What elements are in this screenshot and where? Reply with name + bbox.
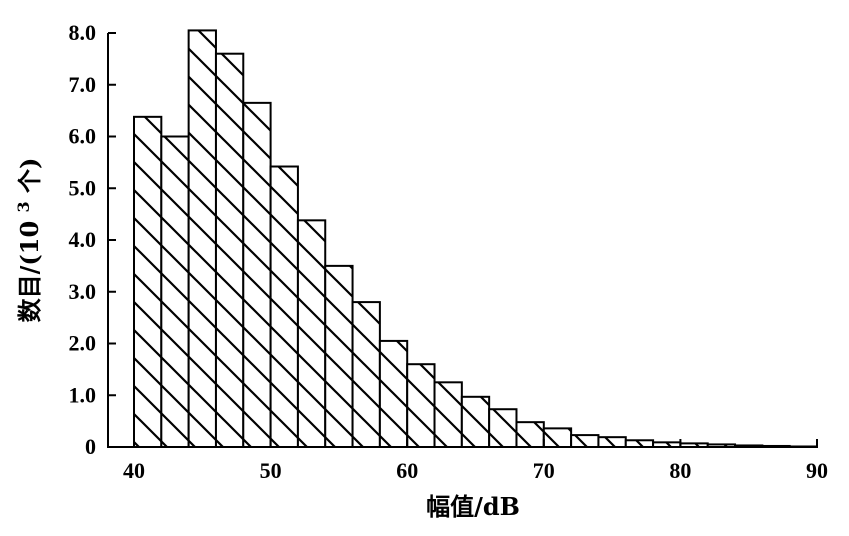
x-tick-label-0: 40 (123, 458, 145, 483)
histogram-bar-52-54 (296, 219, 327, 448)
histogram-bar-72-74 (570, 434, 600, 449)
histogram-bar-62-64 (433, 381, 463, 448)
x-tick-label-2: 60 (396, 458, 418, 483)
x-axis-title: 幅值/dB (426, 492, 520, 521)
x-tick-label-1: 50 (260, 458, 282, 483)
histogram-bar-40-42 (133, 115, 163, 449)
y-tick-label-2: 2.0 (69, 331, 97, 356)
histogram-bar-42-44 (160, 135, 190, 448)
histogram-bar-66-68 (488, 408, 518, 449)
histogram-bar-76-78 (624, 439, 655, 448)
histogram-bar-54-56 (324, 264, 354, 448)
histogram-bar-68-70 (515, 421, 545, 449)
histogram-bar-48-50 (242, 101, 272, 449)
histogram-bar-46-48 (214, 52, 245, 448)
y-tick-label-8: 8.0 (69, 20, 97, 45)
axes-layer (107, 32, 818, 448)
x-tick-label-4: 80 (669, 458, 691, 483)
y-tick-label-4: 4.0 (69, 227, 97, 252)
labels-layer: 幅值/dB 数目/(10 3 个) 0 1.0 2.0 3.0 4.0 5.0 6.0 7.0… (14, 20, 829, 521)
histogram-bar-70-72 (542, 427, 573, 448)
bars-layer (133, 29, 818, 449)
y-axis-title: 数目/(10 3 个) (14, 158, 45, 323)
histogram-bar-64-66 (460, 395, 491, 448)
y-axis-title-superscript: 3 (14, 201, 33, 212)
y-axis-title-suffix: 个) (15, 158, 44, 193)
y-tick-label-0: 0 (85, 434, 96, 459)
histogram-bar-58-60 (378, 339, 409, 449)
histogram-bar-60-62 (406, 363, 436, 449)
y-axis-title-prefix: 数目/(10 (15, 221, 44, 323)
y-tick-label-1: 1.0 (69, 382, 97, 407)
x-tick-label-3: 70 (533, 458, 555, 483)
histogram-bar-74-76 (597, 436, 627, 449)
histogram-bar-44-46 (187, 29, 217, 448)
y-tick-label-5: 5.0 (69, 175, 97, 200)
x-tick-label-5: 90 (806, 458, 828, 483)
histogram-bar-50-52 (269, 165, 299, 448)
histogram-bar-56-58 (351, 301, 381, 448)
y-tick-label-6: 6.0 (69, 124, 97, 149)
y-tick-label-7: 7.0 (69, 72, 97, 97)
y-tick-label-3: 3.0 (69, 279, 97, 304)
